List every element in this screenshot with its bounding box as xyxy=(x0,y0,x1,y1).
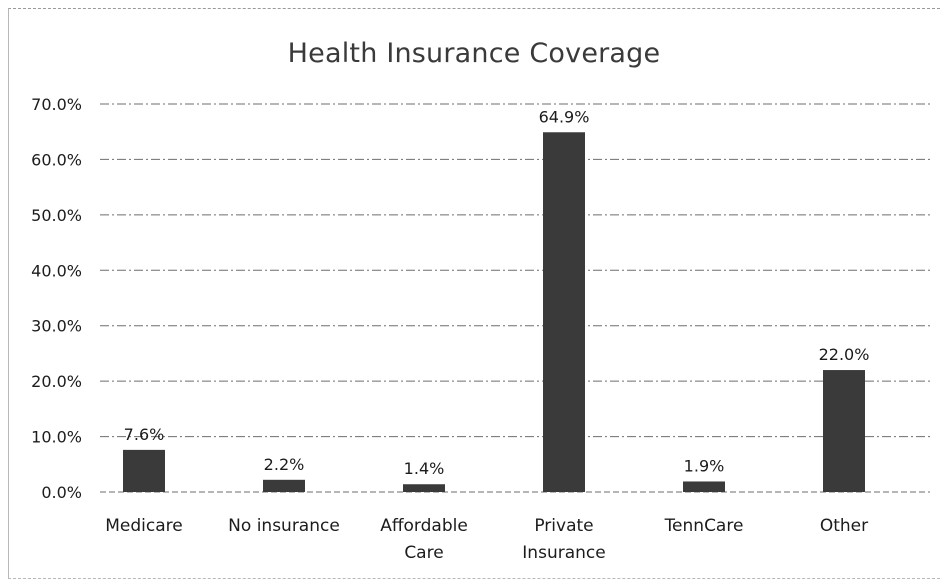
category-label: Affordable xyxy=(380,516,468,536)
category-labels: Medicare No insurance Affordable Care Privat… xyxy=(105,516,868,563)
category-label: No insurance xyxy=(228,516,340,536)
category-label: Other xyxy=(820,516,868,536)
category-label: Medicare xyxy=(105,516,182,536)
bar xyxy=(403,484,445,492)
gridlines xyxy=(100,103,930,493)
chart-frame xyxy=(8,8,940,579)
y-tick-label: 40.0% xyxy=(31,261,82,280)
y-tick-label: 0.0% xyxy=(41,483,82,502)
category-label: Care xyxy=(404,543,443,563)
bar xyxy=(123,449,165,492)
chart-title: Health Insurance Coverage xyxy=(287,38,661,69)
data-label: 7.6% xyxy=(124,425,165,444)
bar xyxy=(683,481,725,492)
y-tick-label: 60.0% xyxy=(31,150,82,169)
y-tick-label: 70.0% xyxy=(31,95,82,114)
category-label: Private xyxy=(534,516,593,536)
data-label: 64.9% xyxy=(539,107,590,126)
category-label: TennCare xyxy=(664,516,744,536)
y-tick-label: 20.0% xyxy=(31,372,82,391)
y-tick-label: 10.0% xyxy=(31,428,82,447)
data-label: 22.0% xyxy=(819,345,870,364)
data-label: 1.4% xyxy=(404,459,445,478)
bar xyxy=(263,479,305,492)
data-labels: 7.6% 2.2% 1.4% 64.9% 1.9% 22.0% xyxy=(124,107,870,478)
bar xyxy=(823,370,865,492)
bar xyxy=(543,132,585,493)
category-label: Insurance xyxy=(522,543,605,563)
data-label: 1.9% xyxy=(684,456,725,475)
y-tick-label: 30.0% xyxy=(31,317,82,336)
y-tick-label: 50.0% xyxy=(31,206,82,225)
bars xyxy=(123,132,865,493)
y-axis-ticks: 0.0% 10.0% 20.0% 30.0% 40.0% 50.0% 60.0% 70.0% xyxy=(31,95,82,502)
data-label: 2.2% xyxy=(264,455,305,474)
